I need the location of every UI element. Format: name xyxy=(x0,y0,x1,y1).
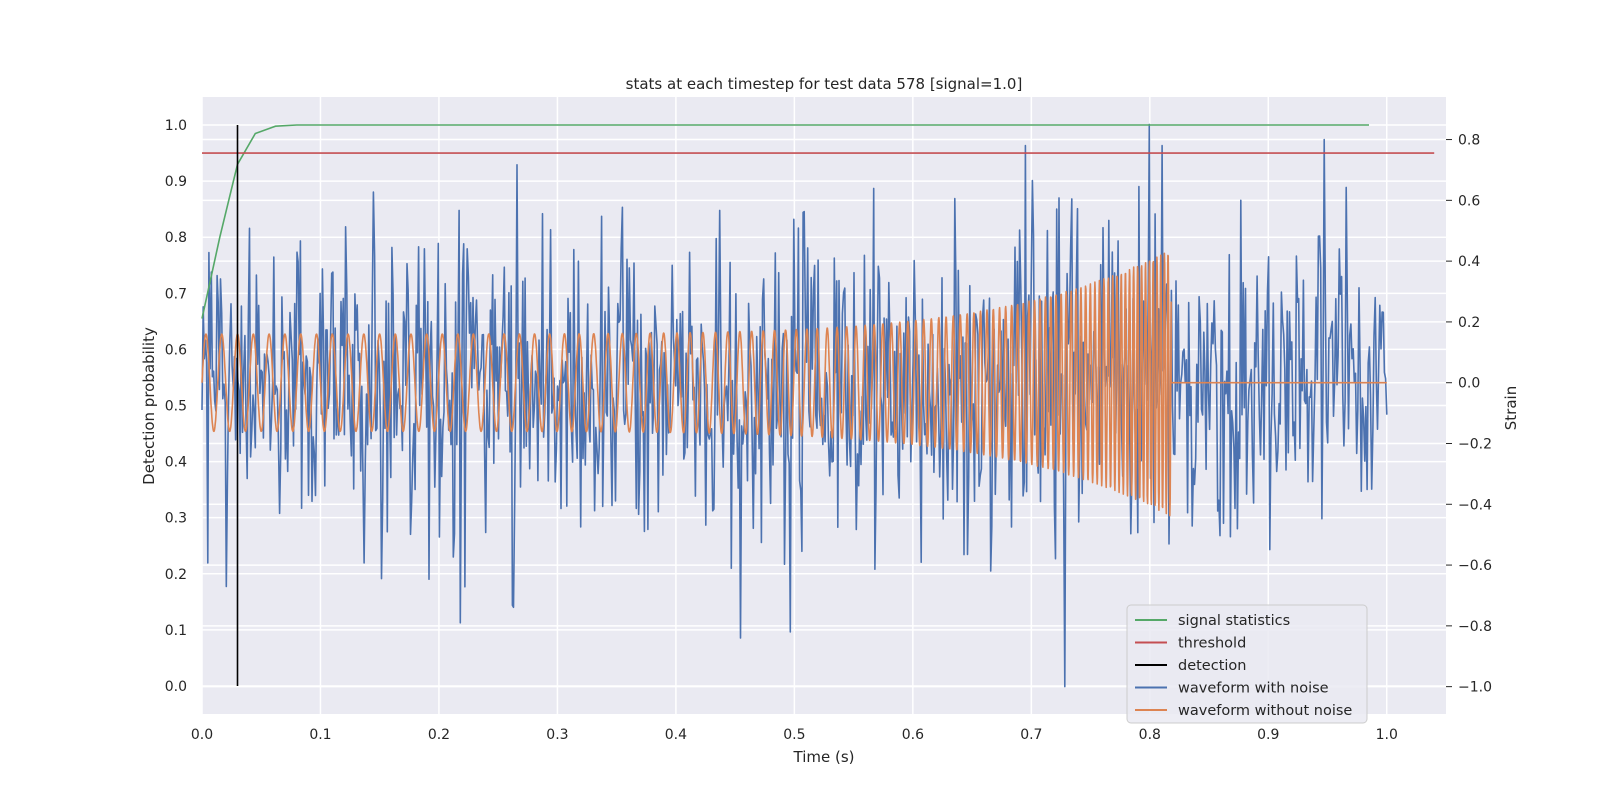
y-left-tick-label: 0.0 xyxy=(165,679,187,695)
series-waveform-without-noise xyxy=(201,252,1387,517)
y-right-tick-label: 0.8 xyxy=(1458,133,1480,149)
x-tick-label: 0.8 xyxy=(1139,727,1161,743)
x-tick-label: 0.9 xyxy=(1257,727,1279,743)
y-right-tick-label: −0.2 xyxy=(1458,436,1492,452)
series-signal-statistics xyxy=(201,124,1369,319)
legend-label: waveform without noise xyxy=(1178,703,1352,719)
y-right-tick-label: −1.0 xyxy=(1458,680,1492,696)
y-right-tick-label: 0.6 xyxy=(1458,193,1480,209)
x-axis-ticks: 0.0 0.1 0.2 0.3 0.4 0.5 0.6 0.7 0.8 0.9 1.0 xyxy=(191,727,1398,743)
x-tick-label: 0.2 xyxy=(428,727,450,743)
x-tick-label: 0.6 xyxy=(902,727,924,743)
y-left-tick-label: 0.2 xyxy=(165,567,187,583)
y-left-tick-label: 0.6 xyxy=(165,342,187,358)
legend-label: waveform with noise xyxy=(1178,681,1329,697)
chart-title: stats at each timestep for test data 578… xyxy=(626,75,1023,93)
y-right-axis-ticks: −1.0 −0.8 −0.6 −0.4 −0.2 0.0 0.2 0.4 0.6 0.8 xyxy=(1446,133,1492,696)
y-right-tick-label: 0.0 xyxy=(1458,376,1480,392)
y-left-tick-label: 0.8 xyxy=(165,230,187,246)
y-axis-right-label: Strain xyxy=(1502,386,1520,430)
x-tick-label: 1.0 xyxy=(1376,727,1398,743)
y-axis-left-label: Detection probability xyxy=(140,327,158,485)
y-left-tick-label: 0.9 xyxy=(165,174,187,190)
legend-label: detection xyxy=(1178,658,1246,674)
x-tick-label: 0.0 xyxy=(191,727,213,743)
y-right-tick-label: −0.6 xyxy=(1458,558,1492,574)
y-right-tick-label: −0.8 xyxy=(1458,619,1492,635)
y-left-tick-label: 0.1 xyxy=(165,623,187,639)
x-tick-label: 0.1 xyxy=(309,727,331,743)
x-tick-label: 0.3 xyxy=(546,727,568,743)
plot-lines xyxy=(201,123,1435,688)
x-axis-label: Time (s) xyxy=(793,748,855,766)
y-left-tick-label: 0.4 xyxy=(165,455,187,471)
y-right-tick-label: −0.4 xyxy=(1458,497,1492,513)
y-left-tick-label: 0.3 xyxy=(165,511,187,527)
legend: signal statistics threshold detection wavef… xyxy=(1126,604,1368,724)
y-left-tick-label: 0.7 xyxy=(165,286,187,302)
y-left-tick-label: 1.0 xyxy=(165,118,187,134)
y-right-tick-label: 0.2 xyxy=(1458,315,1480,331)
y-right-tick-label: 0.4 xyxy=(1458,254,1480,270)
y-left-axis-ticks: 0.0 0.1 0.2 0.3 0.4 0.5 0.6 0.7 0.8 0.9 1.0 xyxy=(165,118,187,695)
legend-box xyxy=(1126,604,1368,724)
y-left-tick-label: 0.5 xyxy=(165,399,187,415)
x-tick-label: 0.5 xyxy=(783,727,805,743)
legend-label: threshold xyxy=(1178,636,1246,652)
legend-label: signal statistics xyxy=(1178,613,1290,629)
x-tick-label: 0.7 xyxy=(1020,727,1042,743)
x-tick-label: 0.4 xyxy=(665,727,687,743)
